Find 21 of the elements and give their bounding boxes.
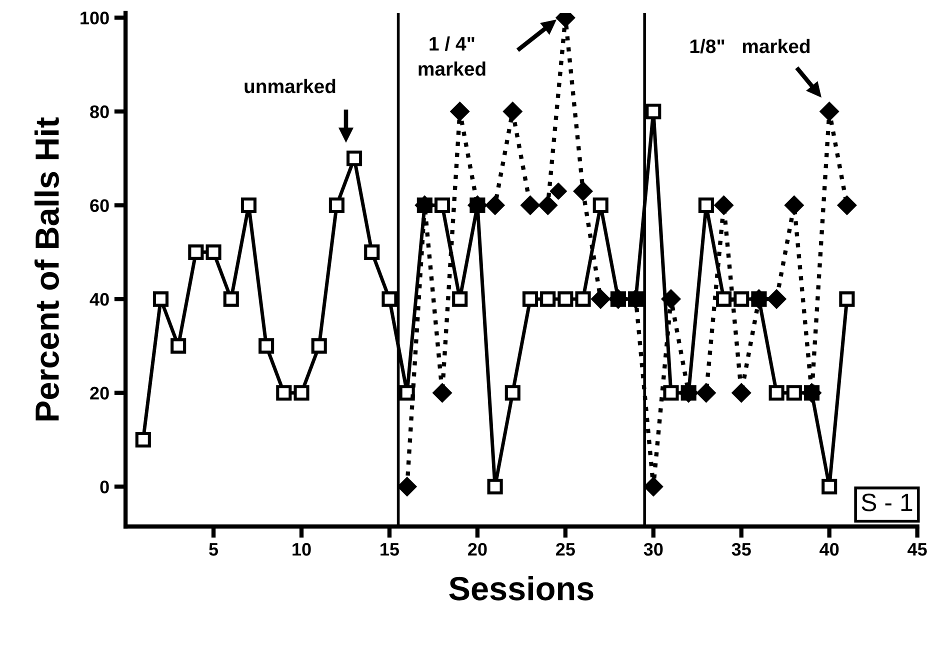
x-tick-label: 15 — [380, 543, 400, 556]
x-tick-label: 20 — [468, 542, 487, 556]
x-tick-label: 45 — [908, 543, 927, 556]
y-axis-title: Percent of Balls Hit — [34, 117, 59, 420]
x-tick-label: 40 — [820, 542, 839, 556]
x-tick-label: 5 — [209, 543, 218, 556]
y-tick-label: 0 — [100, 480, 109, 494]
y-tick-label: 100 — [80, 12, 109, 24]
x-tick-label: 30 — [644, 542, 663, 556]
y-tick-label: 80 — [90, 105, 109, 118]
annotation: S - 1 — [862, 494, 912, 512]
y-tick-label: 60 — [90, 199, 109, 212]
annotation: 1 / 4" marked — [418, 36, 486, 76]
x-tick-label: 25 — [556, 542, 575, 556]
y-tick-label: 20 — [90, 386, 109, 400]
x-tick-label: 35 — [732, 542, 751, 556]
y-tick-label: 40 — [90, 292, 109, 306]
x-axis-title: Sessions — [449, 576, 594, 600]
x-tick-label: 10 — [292, 542, 311, 556]
annotation: 1/8" marked — [690, 38, 810, 54]
annotation: unmarked — [244, 78, 336, 94]
